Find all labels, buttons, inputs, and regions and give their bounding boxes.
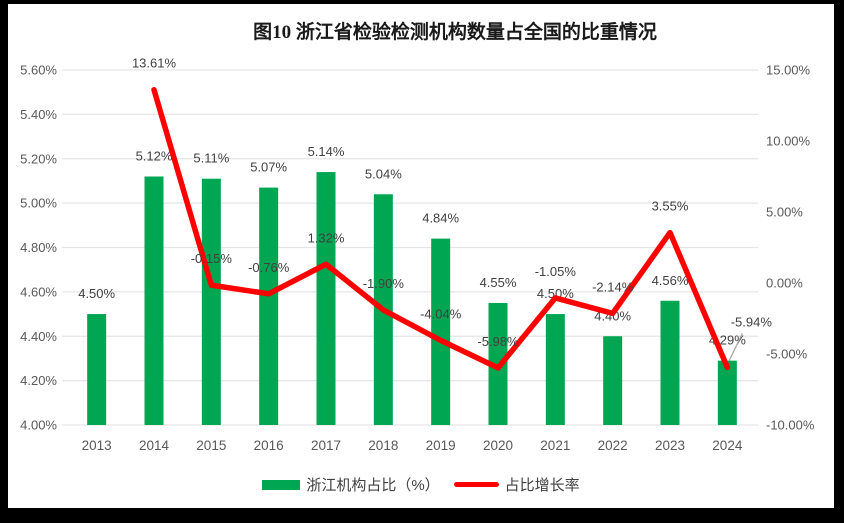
line-label: -1.90% — [363, 276, 405, 291]
bar-2015 — [201, 178, 221, 425]
line-series-legend-label: 占比增长率 — [504, 477, 580, 494]
leader-line — [728, 333, 743, 361]
left-axis-label: 5.20% — [20, 151, 57, 166]
line-label: -4.04% — [420, 306, 462, 321]
bar-label: 5.04% — [365, 166, 402, 181]
x-axis-label: 2022 — [598, 438, 628, 453]
line-label: -5.94% — [731, 314, 773, 329]
left-axis-label: 4.60% — [20, 284, 57, 299]
chart-canvas: 图10 浙江省检验检测机构数量占全国的比重情况 4.00% 4.20% 4.40% 4… — [8, 4, 834, 508]
bar-2013 — [87, 314, 107, 425]
x-axis-label: 2020 — [483, 438, 513, 453]
line-label: -0.76% — [248, 260, 290, 275]
left-axis-label: 5.00% — [20, 196, 57, 211]
bar-2014 — [144, 176, 164, 425]
x-axis-label: 2015 — [196, 438, 226, 453]
bar-label: 4.50% — [78, 286, 115, 301]
left-axis-label: 4.20% — [20, 373, 57, 388]
bar-2021 — [545, 314, 565, 425]
x-axis-label: 2017 — [311, 438, 341, 453]
bar-2024 — [717, 360, 737, 425]
x-axis-label: 2024 — [712, 438, 743, 453]
bar-2016 — [259, 187, 279, 425]
line-label: -5.98% — [477, 334, 519, 349]
right-axis-label: 15.00% — [766, 63, 811, 78]
bar-label: 4.84% — [422, 211, 459, 226]
bar-label: 4.50% — [537, 286, 574, 301]
right-axis-label: -10.00% — [766, 418, 815, 433]
bar-2023 — [660, 300, 680, 425]
right-axis-label: -5.00% — [766, 347, 808, 362]
bar-label: 5.14% — [308, 144, 345, 159]
right-axis-label: 5.00% — [766, 205, 803, 220]
x-axis-label: 2021 — [540, 438, 570, 453]
bar-2019 — [431, 238, 451, 425]
left-axis-label: 4.40% — [20, 329, 57, 344]
bar-label: 5.11% — [193, 151, 229, 166]
bar-label: 5.07% — [250, 160, 287, 175]
right-axis-label: 0.00% — [766, 276, 803, 291]
line-label: 13.61% — [132, 56, 177, 71]
line-label: 1.32% — [308, 230, 345, 245]
line-series — [151, 86, 731, 371]
x-axis-label: 2018 — [368, 438, 398, 453]
bar-series-swatch-icon — [262, 479, 301, 490]
left-axis-label: 4.00% — [20, 418, 57, 433]
bar-series-legend-label: 浙江机构占比（%） — [306, 477, 440, 494]
x-axis-label: 2013 — [82, 438, 112, 453]
line-label: 3.55% — [652, 199, 689, 214]
left-axis-label: 4.80% — [20, 240, 57, 255]
chart-title: 图10 浙江省检验检测机构数量占全国的比重情况 — [253, 22, 657, 43]
x-axis-label: 2019 — [426, 438, 456, 453]
left-axis-label: 5.40% — [20, 107, 57, 122]
line-label: -2.14% — [592, 279, 634, 294]
chart-legend: 浙江机构占比（%） 占比增长率 — [8, 474, 834, 495]
left-axis-label: 5.60% — [20, 63, 57, 78]
right-axis-label: 10.00% — [766, 134, 811, 149]
x-axis-label: 2014 — [139, 438, 170, 453]
combo-chart-svg: 4.00% 4.20% 4.40% 4.60% 4.80% 5.00% 5.20% 5.40%… — [20, 56, 815, 453]
bar-label: 4.56% — [652, 273, 689, 288]
line-label: -1.05% — [535, 264, 577, 279]
bar-label: 4.55% — [480, 275, 517, 290]
bar-2022 — [603, 336, 623, 425]
bar-label: 5.12% — [136, 149, 173, 164]
line-label: -0.15% — [191, 251, 233, 266]
bar-2017 — [316, 172, 336, 425]
line-series-swatch-icon — [453, 482, 499, 487]
x-axis-label: 2016 — [254, 438, 284, 453]
x-axis-label: 2023 — [655, 438, 685, 453]
